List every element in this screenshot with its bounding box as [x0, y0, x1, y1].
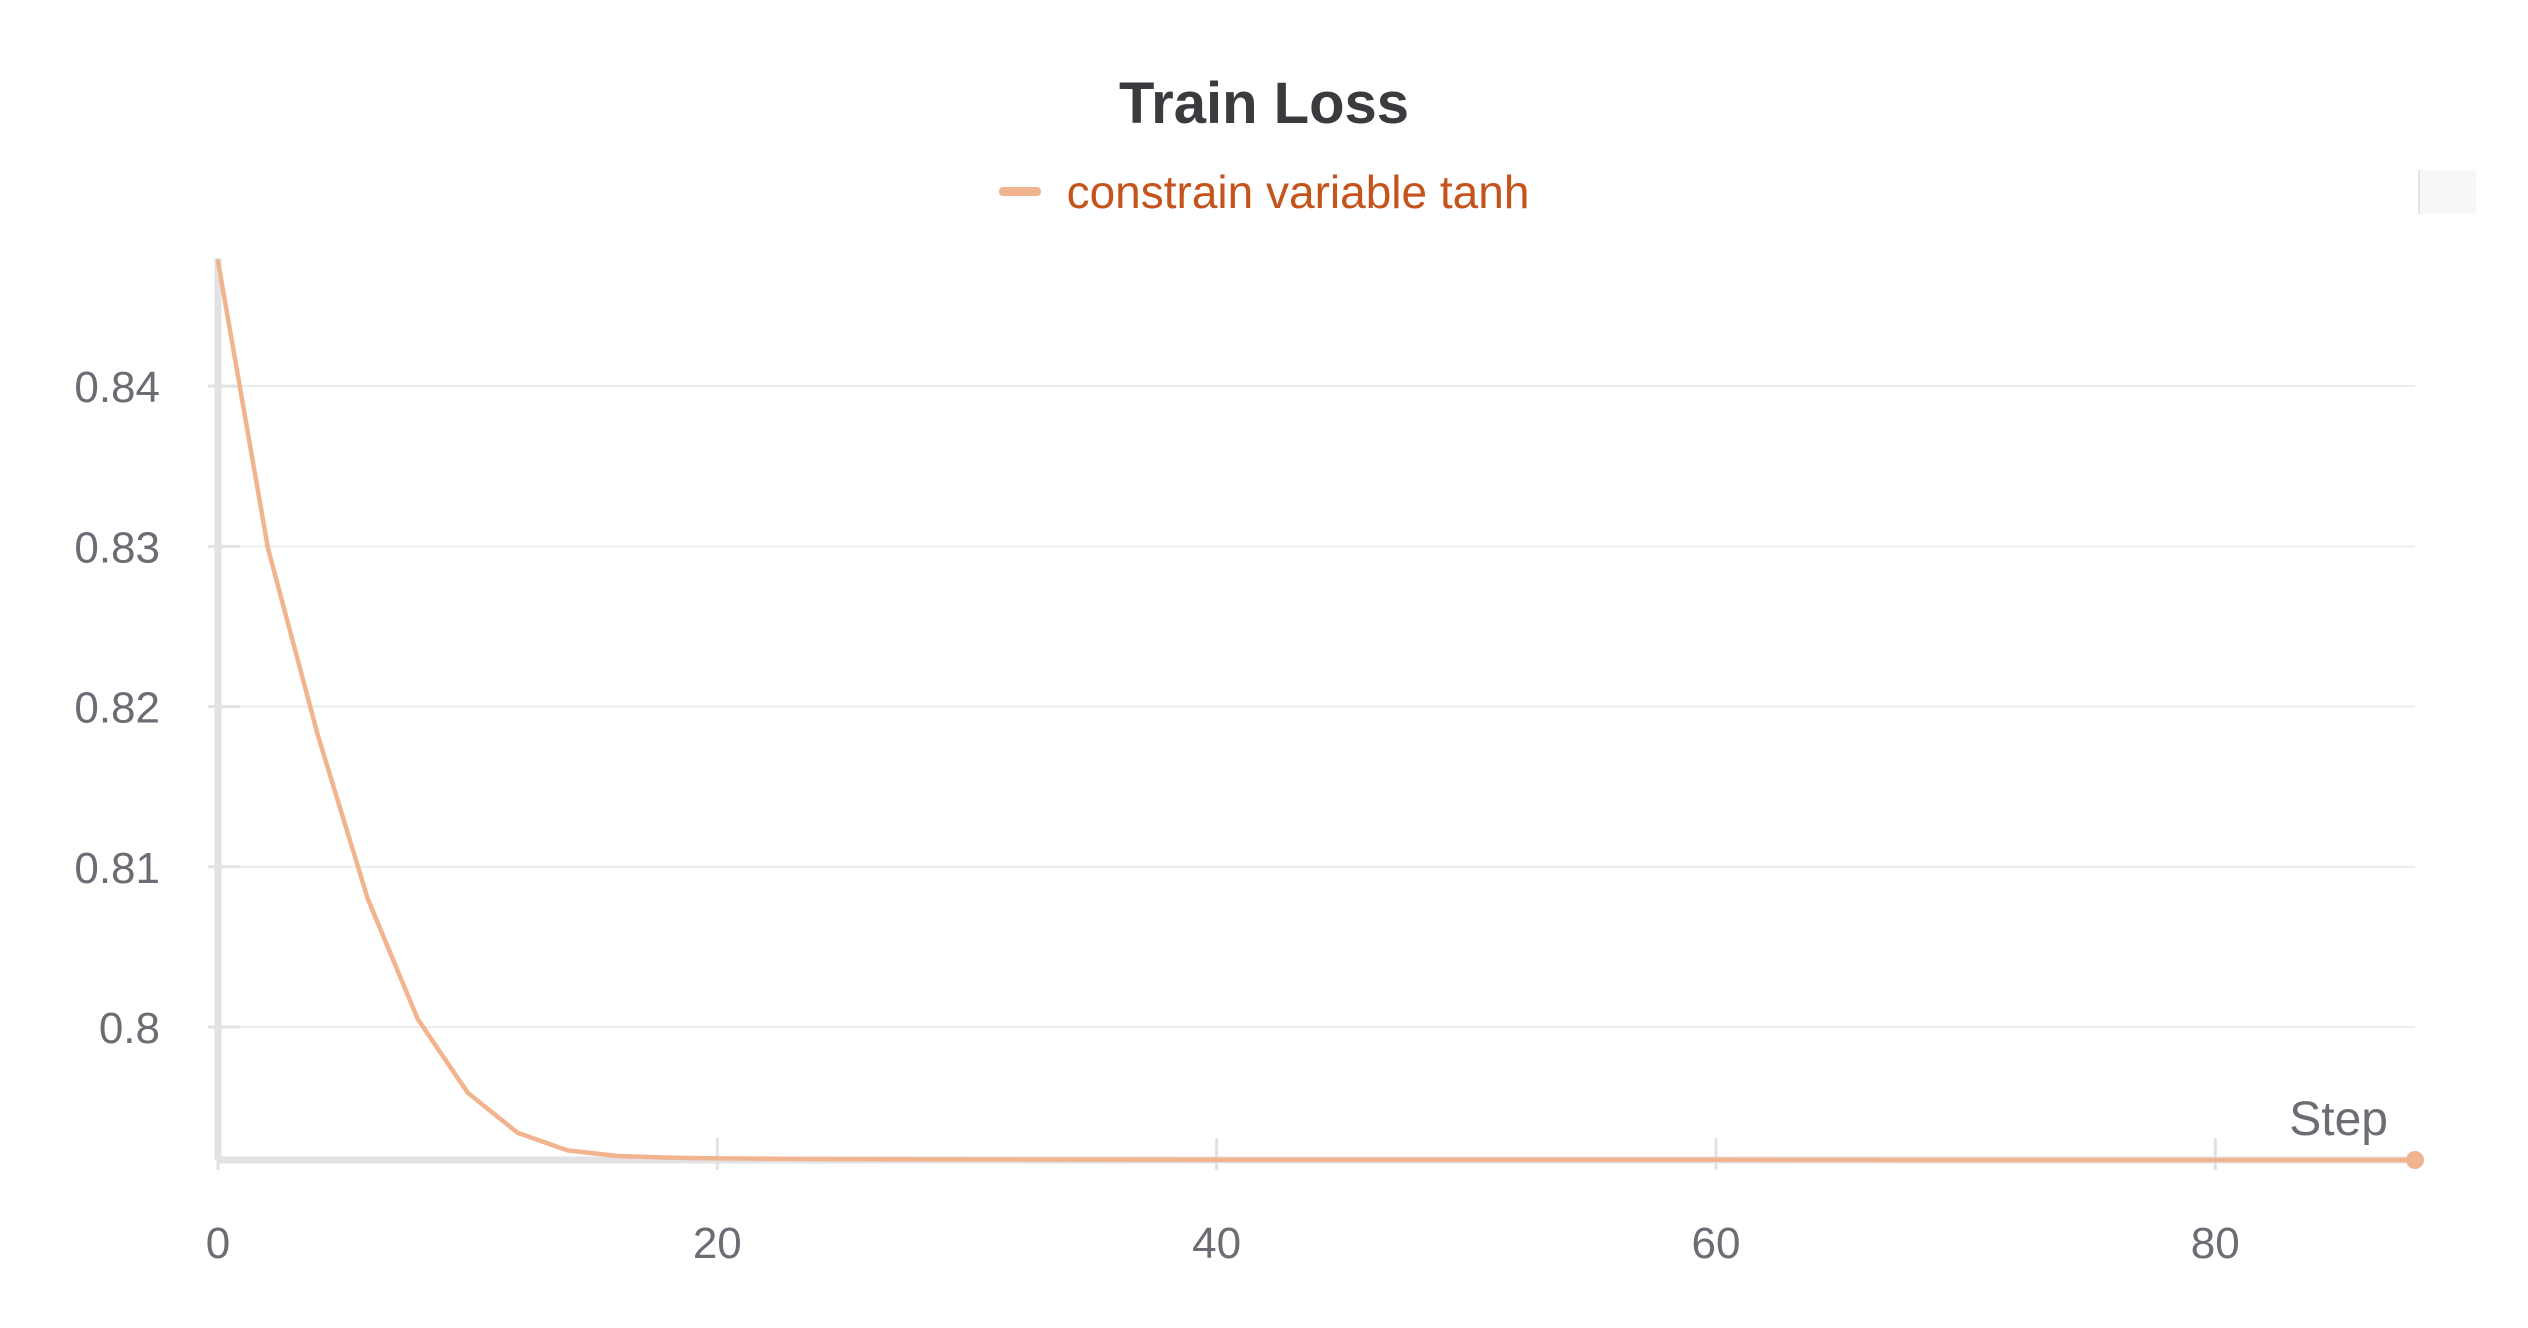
panel-corner-control[interactable]	[2418, 170, 2476, 214]
series-end-marker	[2406, 1151, 2424, 1169]
y-tick-label: 0.82	[74, 684, 160, 733]
x-tick-label: 20	[693, 1219, 742, 1268]
x-tick-label: 80	[2191, 1219, 2240, 1268]
legend-swatch	[998, 187, 1041, 197]
chart-legend[interactable]: constrain variable tanh	[0, 165, 2528, 219]
x-tick-label: 60	[1691, 1219, 1740, 1268]
y-tick-label: 0.83	[74, 523, 160, 572]
legend-label-series: constrain variable tanh	[1066, 166, 1530, 218]
x-tick-label: 0	[206, 1219, 230, 1268]
y-tick-label: 0.8	[99, 1004, 160, 1053]
x-axis-label: Step	[2289, 1093, 2388, 1146]
x-tick-label: 40	[1192, 1219, 1241, 1268]
y-tick-label: 0.84	[74, 363, 160, 412]
y-tick-label: 0.81	[74, 844, 160, 893]
chart-title: Train Loss	[1118, 71, 1410, 136]
series-line	[215, 258, 2418, 1163]
